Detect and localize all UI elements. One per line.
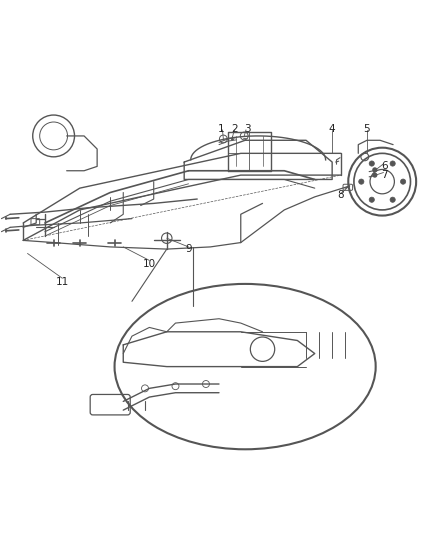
Text: 10: 10	[143, 260, 156, 269]
Text: 1: 1	[218, 124, 225, 134]
Text: 4: 4	[329, 124, 336, 134]
Text: 6: 6	[381, 161, 388, 172]
Text: 8: 8	[338, 190, 344, 200]
Circle shape	[400, 179, 406, 184]
Circle shape	[372, 173, 378, 177]
Circle shape	[369, 197, 374, 203]
Text: 7: 7	[381, 170, 388, 180]
Text: 3: 3	[244, 124, 251, 134]
Text: 11: 11	[56, 277, 69, 287]
Circle shape	[390, 161, 395, 166]
Circle shape	[359, 179, 364, 184]
Text: 2: 2	[231, 124, 237, 134]
Text: 9: 9	[185, 244, 192, 254]
Circle shape	[369, 161, 374, 166]
Text: 5: 5	[364, 124, 370, 134]
Circle shape	[372, 167, 378, 173]
Circle shape	[390, 197, 395, 203]
